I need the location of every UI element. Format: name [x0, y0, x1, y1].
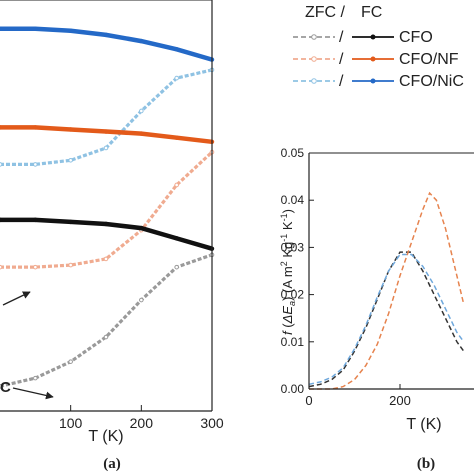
a-series-cfo-nfo-zfc-line	[0, 150, 214, 269]
a-series-cfo-nicofe-zfc-point	[0, 162, 3, 167]
panel-b-plot-area	[308, 191, 465, 390]
b-y-tick-label: 0.03	[281, 240, 305, 254]
a-series-cfo-nfo-fc-point	[0, 125, 3, 130]
legend-separator: /	[339, 51, 344, 68]
panel-a: 100 200 300 T (K) (a) C	[0, 0, 224, 472]
a-series-cfo-nicofe-zfc-point	[139, 108, 144, 114]
panel-b-label: (b)	[417, 456, 435, 472]
a-series-cfo-fc-point	[33, 217, 38, 223]
panel-b-ylabel: f (ΔEa) (A m2 Kg-1 K-1)	[279, 209, 297, 335]
a-series-cfo-nicofe-zfc-point	[174, 75, 179, 81]
a-series-cfo-nicofe-fc-point	[0, 26, 3, 31]
panel-b-y-ticks: 0.00 0.01 0.02 0.03 0.04 0.05	[281, 146, 314, 396]
panel-a-xlabel: T (K)	[88, 428, 123, 445]
a-series-cfo-nfo-zfc-point	[0, 264, 3, 270]
panel-a-label: (a)	[103, 456, 121, 472]
panel-b-x-ticks: 0 200	[305, 384, 411, 408]
legend-zfc-marker	[311, 56, 317, 62]
a-series-cfo-nfo-zfc-point	[68, 262, 73, 268]
panel-a-plot-area	[0, 26, 215, 389]
panel-a-x-ticks: 100 200 300	[59, 405, 224, 431]
a-series-cfo-nfo-zfc-point	[33, 264, 38, 270]
a-series-cfo-fc-point	[139, 225, 144, 231]
b-y-tick-label: 0.01	[281, 335, 305, 349]
legend-header-zfc: ZFC /	[305, 4, 346, 21]
a-series-cfo-zfc-point	[139, 297, 144, 303]
a-x-tick-label: 100	[59, 415, 83, 431]
annotation-arrow-fc	[2, 291, 31, 306]
b-x-tick-label: 0	[305, 393, 312, 408]
a-series-cfo-fc-point	[174, 236, 179, 241]
a-series-cfo-nicofe-fc-point	[68, 28, 73, 34]
a-series-cfo-nfo-fc-point	[174, 135, 179, 140]
a-series-cfo-nicofe-zfc-point	[68, 157, 73, 163]
a-series-cfo-nicofe-zfc-point	[103, 145, 109, 151]
annotation-c: C	[0, 379, 11, 396]
annotation-arrow-zfc	[12, 387, 54, 400]
a-series-cfo-zfc-point	[33, 375, 38, 381]
a-series-cfo-nicofe-zfc-point	[33, 162, 38, 167]
a-series-cfo-nfo-fc-point	[68, 127, 73, 132]
panel-b: 0.000.010.020.030.040.05 0 200 T (K) (b) …	[279, 146, 474, 472]
legend-entry-cfo-nf: CFO/NF	[399, 51, 459, 68]
a-x-tick-label: 200	[130, 415, 154, 431]
panel-b-xlabel: T (K)	[406, 416, 441, 433]
legend-entry-cfo-nic: CFO/NiC	[399, 73, 464, 90]
a-series-cfo-zfc-point	[103, 334, 109, 340]
b-y-tick-label: 0.02	[281, 288, 305, 302]
a-series-cfo-nicofe-fc-point	[33, 26, 38, 31]
a-series-cfo-nfo-zfc-point	[174, 182, 179, 188]
legend-header-fc: FC	[361, 4, 382, 21]
b-series-cfo-nfo-line	[309, 191, 465, 390]
a-series-cfo-nfo-fc-point	[33, 125, 38, 130]
b-x-tick-label: 200	[389, 393, 411, 408]
a-series-cfo-nfo-zfc-point	[103, 256, 109, 262]
legend-zfc-marker	[311, 78, 317, 84]
legend-fc-marker	[370, 78, 376, 84]
b-y-tick-label: 0.00	[281, 382, 305, 396]
a-series-cfo-fc-point	[103, 221, 109, 227]
legend-separator: /	[339, 73, 344, 90]
b-y-tick-label: 0.05	[281, 146, 305, 160]
a-series-cfo-nicofe-fc-point	[174, 47, 179, 52]
legend-entry-cfo: CFO	[399, 29, 433, 46]
a-series-cfo-zfc-point	[68, 359, 73, 364]
legend-fc-marker	[370, 34, 376, 40]
legend-fc-marker	[370, 56, 376, 62]
a-series-cfo-nicofe-fc-point	[139, 38, 144, 44]
a-series-cfo-fc-point	[0, 217, 3, 223]
b-y-tick-label: 0.04	[281, 193, 305, 207]
legend-separator: /	[339, 29, 344, 46]
a-series-cfo-nfo-fc-point	[103, 129, 109, 134]
legend-zfc-marker	[311, 34, 317, 40]
a-series-cfo-nfo-fc-point	[139, 131, 144, 136]
legend: ZFC / FC / CFO / CFO/NF / CFO/NiC	[293, 4, 464, 90]
a-series-cfo-fc-point	[68, 219, 73, 225]
b-series-cfo-nicofe-line	[308, 253, 465, 386]
a-series-cfo-nicofe-fc-point	[103, 32, 109, 38]
a-series-cfo-zfc-point	[174, 264, 179, 270]
a-series-cfo-zfc-line	[0, 253, 213, 388]
a-series-cfo-zfc-point	[0, 384, 3, 389]
a-x-tick-label: 300	[200, 415, 224, 431]
